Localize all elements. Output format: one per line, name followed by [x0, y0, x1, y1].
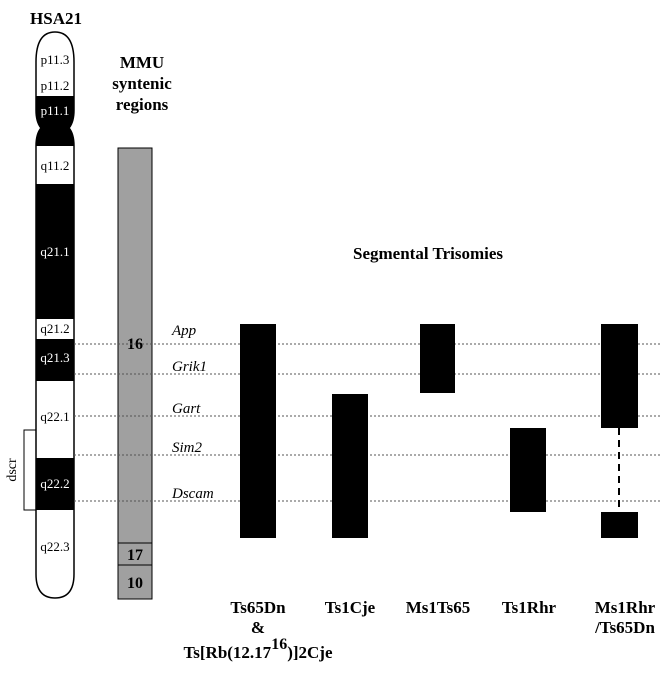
model-label-ts65dn: Ts65Dn — [230, 598, 286, 617]
gene-label-grik1: Grik1 — [172, 359, 207, 375]
model-label-ts-rb-start: Ts[Rb(12.17 — [183, 643, 271, 662]
model-label-ampersand: & — [251, 618, 265, 637]
band-q22-1 — [36, 381, 74, 458]
band-q21-3 — [36, 339, 74, 381]
band-label: p11.1 — [41, 103, 70, 118]
band-label: q21.1 — [40, 244, 69, 259]
syntenic-header-line2: syntenic — [112, 74, 172, 93]
band-label: p11.2 — [41, 78, 70, 93]
mmu-region-label: 17 — [127, 547, 143, 564]
band-labels: p11.3 p11.2 p11.1 q11.2 q21.1 q21.2 q21.… — [40, 52, 69, 554]
band-p11-1 — [36, 96, 74, 146]
chromosome-outline — [35, 31, 75, 599]
model-label-ts1rhr: Ts1Rhr — [502, 598, 557, 617]
band-q22-2 — [36, 458, 74, 510]
band-q11-2 — [36, 146, 74, 184]
model-label-ms1rhr: Ms1Rhr — [595, 598, 656, 617]
trisomy-bar-ms1rhr-lower — [601, 512, 638, 538]
gene-label-app: App — [171, 323, 197, 339]
trisomy-bar-ms1ts65 — [420, 324, 455, 393]
gene-label-dscam: Dscam — [171, 486, 214, 502]
trisomy-bar-ts1rhr — [510, 428, 546, 512]
model-labels: Ts65Dn & Ts[Rb(12.1716)]2Cje Ts1Cje Ms1T… — [183, 598, 655, 662]
band-label: q22.1 — [40, 409, 69, 424]
band-label: q21.2 — [40, 321, 69, 336]
band-label: q22.2 — [40, 476, 69, 491]
gene-label-sim2: Sim2 — [172, 440, 203, 456]
dscr-label: dscr — [5, 458, 20, 482]
segmental-title: Segmental Trisomies — [353, 244, 503, 263]
band-label: q21.3 — [40, 350, 69, 365]
mmu-region-label: 10 — [127, 575, 143, 592]
band-label: q11.2 — [41, 158, 70, 173]
syntenic-header-line1: MMU — [120, 53, 164, 72]
model-label-ms1ts65: Ms1Ts65 — [406, 598, 471, 617]
band-q21-1 — [36, 184, 74, 319]
gene-label-gart: Gart — [172, 401, 201, 417]
model-label-ts-rb: Ts[Rb(12.1716)]2Cje — [183, 636, 332, 662]
model-label-ts1cje: Ts1Cje — [325, 598, 376, 617]
chromosome-bands — [36, 32, 74, 598]
mmu-region-10 — [117, 564, 153, 600]
band-q21-2 — [36, 319, 74, 339]
trisomy-bar-ms1rhr-upper — [601, 324, 638, 428]
band-label: p11.3 — [41, 52, 70, 67]
model-label-ts65dn-combo: /Ts65Dn — [594, 618, 655, 637]
band-label: q22.3 — [40, 539, 69, 554]
band-p11-2 — [36, 60, 74, 96]
syntenic-header: MMU syntenic regions — [112, 53, 172, 114]
band-q22-3 — [36, 510, 74, 598]
trisomy-bar-ts1cje — [332, 394, 368, 538]
dscr-bracket — [23, 429, 36, 511]
syntenic-header-line3: regions — [116, 95, 169, 114]
chromosome-title: HSA21 — [30, 9, 82, 28]
model-label-ts-rb-end: )]2Cje — [287, 643, 333, 662]
trisomy-bar-ts65dn — [240, 324, 276, 538]
model-label-ts-rb-sup: 16 — [271, 636, 287, 653]
gene-labels: App Grik1 Gart Sim2 Dscam — [171, 323, 214, 502]
